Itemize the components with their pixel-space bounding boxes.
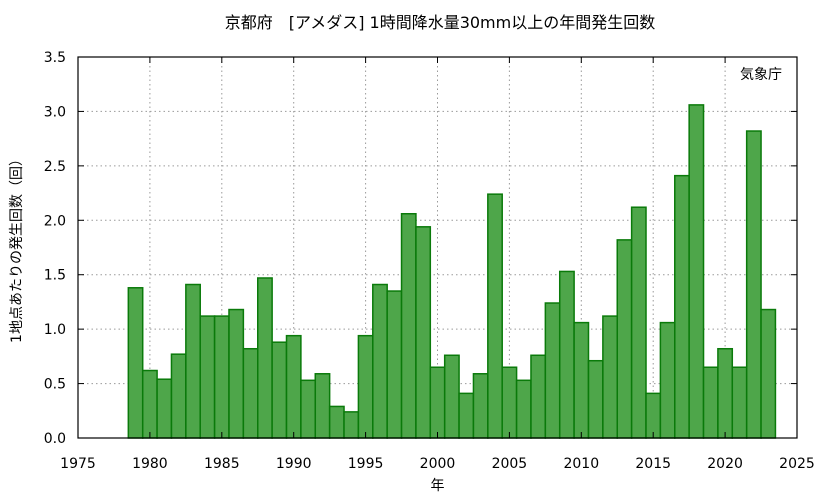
y-tick-label: 1.0 xyxy=(44,322,66,338)
bar-1996 xyxy=(372,283,388,439)
bar-1993 xyxy=(328,405,345,439)
bar-2004 xyxy=(487,193,503,439)
bar-2002 xyxy=(458,392,475,439)
bar-2021 xyxy=(731,366,748,439)
bar-2020 xyxy=(717,347,734,439)
bar-1997 xyxy=(386,290,403,439)
bar-2018 xyxy=(688,104,705,439)
bar-2014 xyxy=(630,206,647,439)
bar-1994 xyxy=(343,411,360,439)
bar-2015 xyxy=(645,392,662,439)
bar-1980 xyxy=(141,369,158,439)
bar-1981 xyxy=(156,378,173,439)
bar-2009 xyxy=(558,270,575,439)
bar-2022 xyxy=(745,130,762,439)
bar-2008 xyxy=(544,302,561,439)
bar-1979 xyxy=(127,287,144,439)
bar-2007 xyxy=(530,354,547,439)
y-tick-labels: 0.0 0.5 1.0 1.5 2.0 2.5 3.0 3.5 xyxy=(44,50,66,447)
bar-1987 xyxy=(242,347,259,439)
y-tick-label: 1.5 xyxy=(44,268,66,284)
y-axis-label: 1地点あたりの発生回数（回） xyxy=(9,152,25,343)
y-tick-label: 3.0 xyxy=(44,104,66,120)
bar-2012 xyxy=(602,315,618,439)
bar-1988 xyxy=(257,277,273,439)
bar-2013 xyxy=(616,239,633,439)
bar-2010 xyxy=(573,321,590,439)
x-tick-label: 2015 xyxy=(635,456,671,472)
x-tick-label: 1990 xyxy=(276,456,312,472)
x-tick-label: 2020 xyxy=(707,456,743,472)
y-tick-label: 0.0 xyxy=(44,431,66,447)
bar-1995 xyxy=(357,334,374,439)
bar-2017 xyxy=(674,174,690,439)
x-axis-label: 年 xyxy=(431,478,445,494)
y-tick-label: 2.5 xyxy=(44,159,66,175)
y-tick-label: 3.5 xyxy=(44,50,66,66)
bar-1992 xyxy=(314,373,331,439)
bar-1990 xyxy=(285,334,302,439)
x-tick-label: 2025 xyxy=(779,456,815,472)
chart-title: 京都府 [アメダス] 1時間降水量30mm以上の年間発生回数 xyxy=(225,13,655,32)
source-label: 気象庁 xyxy=(740,67,782,83)
bar-2011 xyxy=(587,359,604,439)
bar-2016 xyxy=(659,321,676,439)
bar-1983 xyxy=(185,283,201,439)
bar-1991 xyxy=(300,379,317,439)
bar-2003 xyxy=(472,373,489,439)
x-tick-label: 2000 xyxy=(420,456,456,472)
bar-2019 xyxy=(702,366,719,439)
bar-2000 xyxy=(429,366,446,439)
x-tick-label: 1995 xyxy=(348,456,384,472)
bar-1984 xyxy=(199,315,216,439)
bar-1989 xyxy=(271,341,288,439)
bar-1985 xyxy=(213,315,230,439)
bar-1999 xyxy=(415,226,432,439)
y-tick-label: 0.5 xyxy=(44,377,66,393)
bar-2001 xyxy=(443,354,460,439)
x-tick-label: 1980 xyxy=(132,456,168,472)
bar-2023 xyxy=(760,308,777,439)
bar-1982 xyxy=(170,353,187,439)
bar-2006 xyxy=(515,379,532,439)
bar-2005 xyxy=(501,366,518,439)
x-tick-label: 2005 xyxy=(492,456,528,472)
y-tick-label: 2.0 xyxy=(44,213,66,229)
x-tick-label: 1985 xyxy=(204,456,240,472)
bar-1998 xyxy=(400,213,417,439)
x-tick-labels: 1975 1980 1985 1990 1995 2000 2005 2010 2015 2020… xyxy=(60,456,815,472)
tick-marks xyxy=(77,56,798,439)
bar-1986 xyxy=(228,308,245,439)
x-tick-label: 1975 xyxy=(60,456,96,472)
bars xyxy=(127,104,777,439)
x-tick-label: 2010 xyxy=(563,456,599,472)
